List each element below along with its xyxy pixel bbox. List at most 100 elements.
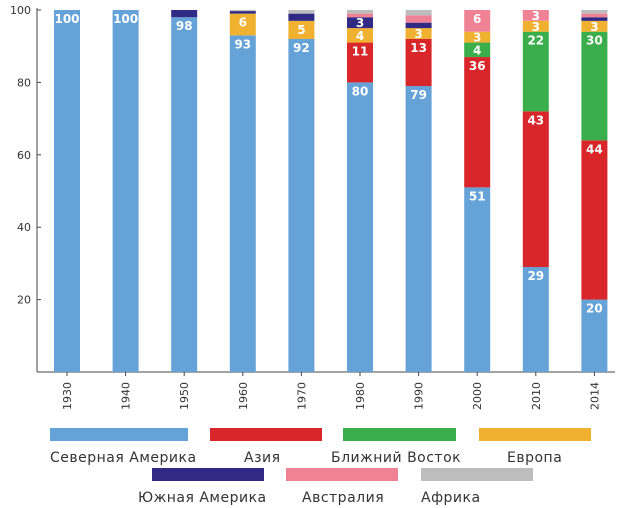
data-label: 22 bbox=[527, 34, 544, 48]
legend: Северная Америка Азия Ближний Восток Европа… bbox=[0, 420, 640, 508]
data-label: 92 bbox=[293, 41, 310, 55]
data-label: 6 bbox=[473, 12, 481, 26]
legend-item: Африка bbox=[421, 468, 533, 508]
data-label: 4 bbox=[473, 43, 481, 57]
legend-swatch bbox=[479, 428, 591, 441]
bar-segment bbox=[522, 10, 549, 21]
x-tick-label: 2000 bbox=[471, 382, 484, 410]
legend-swatch bbox=[343, 428, 456, 441]
bar-segment bbox=[581, 10, 608, 14]
data-label: 20 bbox=[586, 302, 603, 316]
bar-segment bbox=[171, 17, 198, 373]
data-label: 100 bbox=[113, 12, 138, 26]
bar-segment bbox=[347, 28, 373, 43]
bar-segment bbox=[347, 82, 373, 373]
y-tick-label: 80 bbox=[17, 76, 31, 89]
legend-swatch bbox=[210, 428, 322, 441]
bar-segment bbox=[171, 10, 198, 18]
bar-segment bbox=[229, 10, 256, 12]
bar-segment bbox=[229, 11, 256, 14]
legend-label: Азия bbox=[244, 450, 281, 466]
bar-segment bbox=[112, 10, 139, 372]
y-tick-label: 20 bbox=[17, 294, 31, 307]
bar-segment bbox=[581, 140, 608, 300]
legend-swatch bbox=[152, 468, 264, 481]
legend-label: Австралия bbox=[302, 490, 385, 506]
x-tick-label: 1970 bbox=[295, 382, 308, 410]
legend-item: Европа bbox=[479, 428, 591, 468]
data-label: 79 bbox=[410, 88, 427, 102]
data-label: 3 bbox=[532, 20, 540, 34]
data-label: 51 bbox=[469, 189, 486, 203]
data-label: 100 bbox=[54, 12, 79, 26]
bar-segment bbox=[347, 13, 373, 18]
bar-segment bbox=[405, 38, 432, 87]
data-label: 3 bbox=[356, 16, 364, 30]
bar-segment bbox=[405, 86, 432, 373]
bar-segment bbox=[288, 13, 315, 21]
y-tick-label: 40 bbox=[17, 221, 31, 234]
bar-segment bbox=[288, 10, 315, 14]
legend-label: Европа bbox=[507, 450, 563, 466]
bar-segment bbox=[347, 17, 373, 29]
data-label: 3 bbox=[590, 20, 598, 34]
bar-segment bbox=[464, 57, 491, 188]
bar-segment bbox=[347, 42, 373, 83]
x-tick-label: 1940 bbox=[120, 382, 133, 410]
bar-segment bbox=[464, 187, 491, 372]
y-tick-label: 100 bbox=[10, 4, 31, 17]
x-tick-label: 1950 bbox=[178, 382, 191, 410]
bar-segment bbox=[522, 20, 549, 32]
bar-segment bbox=[229, 13, 256, 36]
bar-segment bbox=[464, 31, 491, 43]
data-label: 43 bbox=[527, 113, 544, 127]
bar-segment bbox=[405, 15, 432, 23]
bar-segment bbox=[522, 31, 549, 112]
data-label: 98 bbox=[176, 19, 193, 33]
data-label: 11 bbox=[352, 45, 369, 59]
bar-segment bbox=[347, 10, 373, 14]
bar-segment bbox=[464, 42, 491, 58]
data-label: 5 bbox=[297, 23, 305, 37]
bar-segment bbox=[405, 28, 432, 39]
legend-label: Ближний Восток bbox=[331, 450, 462, 466]
bar-segment bbox=[522, 111, 549, 268]
data-label: 93 bbox=[234, 37, 251, 51]
legend-label: Африка bbox=[421, 490, 481, 506]
x-tick-label: 1980 bbox=[354, 382, 367, 410]
data-label: 80 bbox=[352, 84, 369, 98]
legend-item: Австралия bbox=[286, 468, 398, 508]
bar-segment bbox=[581, 31, 608, 141]
legend-label: Северная Америка bbox=[50, 450, 197, 466]
data-label: 3 bbox=[473, 31, 481, 45]
x-tick-label: 2014 bbox=[588, 382, 601, 410]
legend-swatch bbox=[421, 468, 533, 481]
bar-segment bbox=[522, 267, 549, 372]
bar-segment bbox=[581, 20, 608, 32]
data-label: 6 bbox=[239, 16, 247, 30]
data-label: 3 bbox=[532, 9, 540, 23]
bar-segment bbox=[229, 35, 256, 373]
legend-swatch bbox=[286, 468, 398, 481]
x-tick-label: 2010 bbox=[530, 382, 543, 410]
bar-segment bbox=[581, 17, 608, 21]
bar-segment bbox=[288, 38, 315, 373]
data-label: 30 bbox=[586, 34, 603, 48]
legend-item: Азия bbox=[210, 428, 322, 468]
x-tick-label: 1990 bbox=[413, 382, 426, 410]
data-label: 3 bbox=[414, 27, 422, 41]
bar-segment bbox=[288, 20, 315, 39]
legend-swatch bbox=[50, 428, 188, 441]
bar-segment bbox=[581, 13, 608, 18]
data-label: 4 bbox=[356, 29, 364, 43]
x-tick-label: 1960 bbox=[237, 382, 250, 410]
stacked-bar-chart: 20 40 60 80 100 100 1930 100 1940 98 1950 93 6 1960 92… bbox=[10, 4, 615, 410]
legend-label: Южная Америка bbox=[138, 490, 267, 506]
x-tick-label: 1930 bbox=[61, 382, 74, 410]
bar-segment bbox=[54, 10, 80, 372]
y-tick-label: 60 bbox=[17, 149, 31, 162]
data-label: 29 bbox=[527, 269, 544, 283]
legend-item: Северная Америка bbox=[50, 428, 196, 468]
bar-segment bbox=[581, 299, 608, 372]
data-label: 36 bbox=[469, 59, 486, 73]
